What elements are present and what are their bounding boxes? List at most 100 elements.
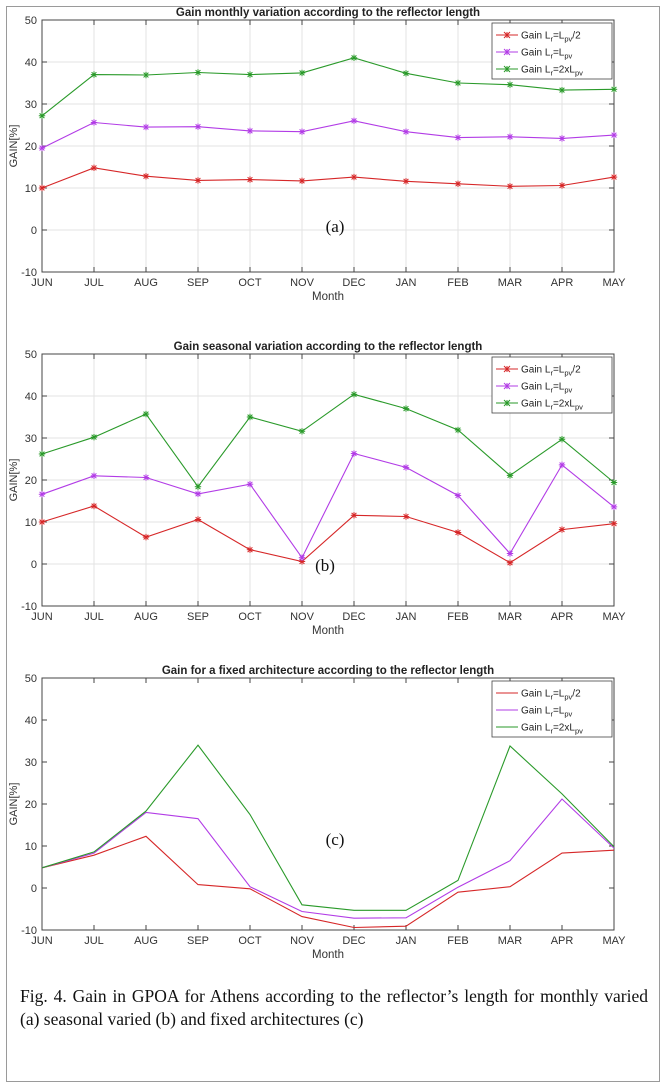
x-tick-label: MAY [602, 611, 626, 623]
legend-text-part: =L [553, 365, 565, 376]
data-point [610, 173, 618, 181]
x-tick-label: NOV [290, 611, 315, 623]
legend-text-part: r [550, 369, 553, 378]
x-tick-label: MAY [602, 935, 626, 947]
legend-text-part: =2xL [553, 65, 575, 76]
marker-stroke [611, 520, 617, 527]
data-point [610, 520, 618, 527]
y-tick-label: -10 [21, 601, 37, 613]
marker-stroke [559, 182, 565, 189]
marker-stroke [299, 178, 305, 184]
legend-text-part: =L [553, 382, 565, 393]
y-tick-label: 10 [25, 183, 37, 195]
legend-entry: Gain Lr=2xLpv [521, 399, 583, 412]
data-point [38, 184, 46, 192]
data-point [558, 461, 566, 469]
legend-entry: Gain Lr=Lpv [521, 382, 573, 395]
series-line [41, 452, 615, 559]
x-tick-label: FEB [447, 277, 468, 289]
data-point [506, 550, 514, 557]
chart-panel-b: -10 0 10 20 30 40 50 JUN JUL AUG SEP OCT NOV DEC JAN FE… [0, 320, 668, 640]
series-line [41, 57, 615, 117]
marker-stroke [39, 451, 45, 457]
marker-stroke [507, 183, 513, 190]
marker-stroke [247, 71, 253, 78]
x-tick-label: JAN [396, 611, 417, 623]
x-tick-label: DEC [342, 277, 365, 289]
marker-stroke [39, 145, 45, 151]
y-tick-label: 20 [25, 475, 37, 487]
marker-stroke [403, 128, 409, 135]
data-point [610, 479, 618, 486]
data-point [558, 86, 566, 94]
legend-text-part: pv [575, 403, 583, 412]
data-point [350, 512, 358, 519]
marker-stroke [195, 69, 201, 76]
marker-stroke [195, 491, 201, 497]
legend-text-part: /2 [572, 689, 581, 700]
data-point [38, 112, 46, 119]
data-point [454, 134, 462, 141]
marker-stroke [455, 529, 461, 536]
marker-stroke [403, 405, 409, 412]
x-axis-label: Month [312, 291, 344, 303]
x-axis-label: Month [312, 625, 344, 637]
marker-stroke [299, 70, 305, 76]
series-line [41, 798, 615, 919]
y-tick-label: 40 [25, 391, 37, 403]
marker-stroke [403, 464, 409, 471]
x-tick-label: JAN [396, 277, 417, 289]
data-point [142, 410, 150, 418]
legend-text-part: r [550, 386, 553, 395]
chart-panel-c: -10 0 10 20 30 40 50 JUN JUL AUG SEP OCT NOV DEC JAN FE… [0, 645, 668, 965]
legend-text-part: /2 [572, 31, 581, 42]
y-tick-label: 30 [25, 433, 37, 445]
data-point [142, 71, 150, 79]
data-point [402, 70, 410, 77]
panel-label: (b) [315, 556, 335, 575]
data-point [38, 450, 46, 458]
marker-stroke [559, 526, 565, 533]
data-point [558, 135, 566, 142]
x-tick-label: JAN [396, 935, 417, 947]
figure-frame [6, 6, 660, 1082]
x-tick-label: AUG [134, 935, 158, 947]
x-tick-label: FEB [447, 611, 468, 623]
marker-stroke [455, 492, 461, 499]
legend-text-part: r [550, 35, 553, 44]
data-point [298, 554, 306, 561]
legend-entry: Gain Lr=Lpv/2 [521, 689, 581, 702]
data-point [402, 178, 410, 185]
x-tick-label: OCT [238, 935, 262, 947]
marker-stroke [559, 87, 565, 93]
legend-text-part: Gain L [521, 65, 551, 76]
data-point [506, 183, 514, 190]
x-tick-label: NOV [290, 277, 315, 289]
marker-stroke [299, 128, 305, 135]
y-axis-label: GAIN[%] [8, 125, 20, 168]
legend-text-part: Gain L [521, 399, 551, 410]
data-point [506, 472, 514, 479]
series-line [41, 167, 615, 189]
marker-stroke [351, 450, 357, 457]
legend-text-part: Gain L [521, 48, 551, 59]
x-tick-label: NOV [290, 935, 315, 947]
data-point [38, 144, 46, 152]
data-point [350, 173, 358, 181]
data-point [246, 413, 254, 421]
marker-stroke [351, 118, 357, 124]
marker-stroke [143, 411, 149, 417]
legend-text-part: pv [575, 69, 583, 78]
legend-text-part: Gain L [521, 706, 551, 717]
marker-stroke [91, 71, 97, 78]
data-point [454, 492, 462, 499]
data-point [298, 128, 306, 135]
x-tick-label: JUL [84, 277, 104, 289]
data-point [90, 119, 98, 126]
data-point [402, 405, 410, 412]
marker-stroke [507, 134, 513, 140]
y-tick-label: 20 [25, 141, 37, 153]
x-tick-label: MAR [498, 611, 523, 623]
data-point [90, 502, 98, 510]
y-tick-label: 50 [25, 349, 37, 361]
